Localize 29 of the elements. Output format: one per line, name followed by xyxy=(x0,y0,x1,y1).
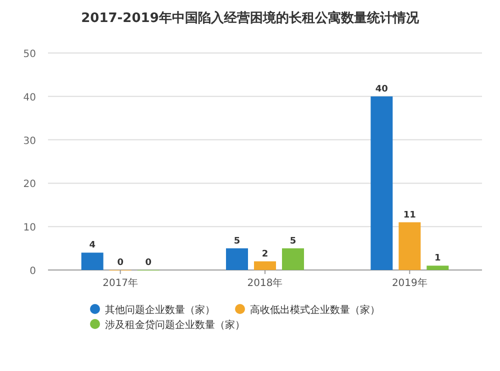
legend-label: 涉及租金贷问题企业数量（家） xyxy=(105,319,245,331)
bar xyxy=(398,222,421,270)
y-tick-label: 30 xyxy=(23,136,36,147)
y-tick-label: 0 xyxy=(30,266,36,277)
data-label: 2 xyxy=(262,249,268,260)
data-label: 5 xyxy=(290,236,296,246)
legend-label: 其他问题企业数量（家） xyxy=(105,304,215,316)
y-tick-label: 10 xyxy=(23,222,36,234)
bar xyxy=(370,96,393,270)
bar xyxy=(226,248,248,270)
data-label: 5 xyxy=(234,236,240,246)
bar xyxy=(282,248,304,270)
y-tick-label: 20 xyxy=(23,179,36,190)
data-label: 40 xyxy=(375,84,388,94)
bar xyxy=(254,261,276,270)
data-label: 11 xyxy=(403,210,416,220)
chart-title: 2017-2019年中国陷入经营困境的长租公寓数量统计情况 xyxy=(81,10,420,26)
bar xyxy=(81,252,104,270)
data-label: 4 xyxy=(89,240,96,251)
x-tick-label: 2018年 xyxy=(247,277,283,289)
x-tick-label: 2019年 xyxy=(392,277,428,289)
legend-label: 高收低出模式企业数量（家） xyxy=(250,304,380,316)
bar xyxy=(426,266,449,270)
y-tick-label: 40 xyxy=(23,92,36,104)
x-tick-label: 2017年 xyxy=(102,277,138,289)
y-tick-label: 50 xyxy=(23,49,36,60)
data-label: 1 xyxy=(434,254,441,264)
data-label: 0 xyxy=(117,258,124,268)
data-label: 0 xyxy=(145,258,152,268)
